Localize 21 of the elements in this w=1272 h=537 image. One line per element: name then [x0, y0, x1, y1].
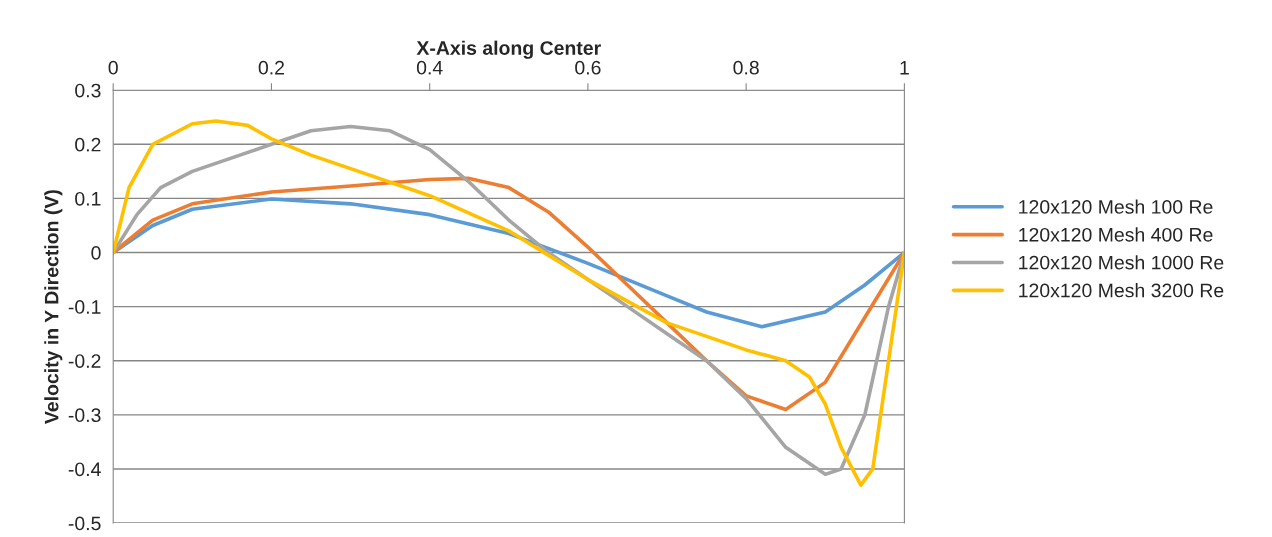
- x-tick-label: 1: [900, 61, 909, 75]
- x-tick-label: 0: [108, 60, 118, 75]
- x-tick-label: 0.8: [733, 60, 759, 75]
- y-axis-title: Velocity in Y Direction (V): [44, 190, 63, 424]
- y-tick-label: 0: [91, 245, 101, 260]
- y-tick-label: 0.3: [75, 83, 101, 98]
- x-axis-title: X-Axis along Center: [416, 40, 601, 59]
- legend-label: 120x120 Mesh 3200 Re: [1019, 283, 1224, 298]
- y-tick-label: -0.2: [68, 354, 101, 368]
- y-tick-label: 0.2: [75, 137, 101, 152]
- y-tick-label: -0.5: [68, 516, 101, 531]
- x-tick-label: 0.6: [575, 60, 601, 75]
- x-tick-label: 0.2: [258, 60, 284, 75]
- x-tick-label: 0.4: [416, 60, 443, 75]
- y-tick-label: -0.4: [68, 462, 101, 477]
- legend-label: 120x120 Mesh 100 Re: [1019, 199, 1213, 214]
- legend-label: 120x120 Mesh 400 Re: [1019, 227, 1213, 242]
- legend-label: 120x120 Mesh 1000 Re: [1019, 255, 1224, 270]
- y-tick-label: 0.1: [75, 191, 101, 206]
- y-tick-label: -0.1: [68, 300, 101, 314]
- y-tick-label: -0.3: [68, 408, 101, 423]
